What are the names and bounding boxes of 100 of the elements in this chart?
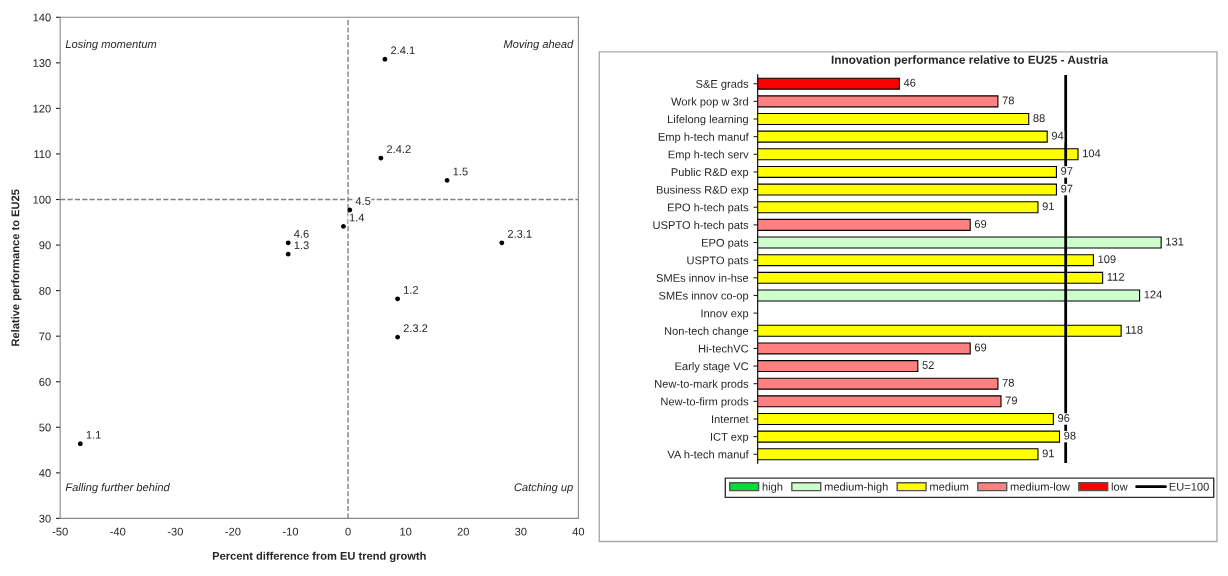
y-tick-label: EPO pats (702, 238, 749, 249)
annotation: 4.5 (355, 197, 371, 206)
y-tick-label: 60 (39, 378, 51, 386)
data-label: 109 (1098, 255, 1116, 264)
annotation: 2.3.2 (403, 324, 428, 333)
data-label: 124 (1144, 290, 1162, 299)
y-tick-label: Public R&D exp (671, 167, 749, 179)
point (395, 334, 400, 340)
point (347, 207, 353, 213)
y-tick-label: New-to-mark prods (655, 379, 749, 391)
legend-label: EU=100 (1169, 482, 1209, 491)
data-label: 78 (1002, 96, 1014, 105)
x-tick-label: 20 (457, 527, 469, 536)
annotation: 1.2 (403, 285, 419, 294)
y-tick-label: Emp h-tech manuf (658, 132, 749, 143)
data-label: 94 (1051, 131, 1064, 140)
point (341, 223, 346, 229)
data-label: 118 (1126, 325, 1143, 334)
x-axis-title: Percent difference from EU trend growth (212, 551, 426, 563)
y-tick-label: 30 (39, 514, 51, 523)
y-tick-label: VA h-tech manuf (667, 450, 749, 459)
data-label: 69 (974, 219, 987, 228)
data-label: 97 (1061, 167, 1073, 175)
point (285, 251, 291, 257)
bar (757, 218, 971, 231)
bar (757, 77, 900, 90)
data-label: 46 (903, 78, 916, 87)
annotation: 1.4 (349, 213, 365, 222)
y-tick-label: SMEs innov co-op (658, 291, 749, 302)
point (378, 155, 384, 161)
data-label: 79 (1005, 396, 1017, 405)
y-tick-label: Lifelong learning (668, 114, 748, 126)
y-tick-label: USPTO h-tech pats (653, 220, 749, 232)
y-tick-label: SMEs innov in-hse (656, 273, 749, 282)
y-tick-label: Innov exp (701, 309, 749, 320)
bar (757, 395, 1002, 408)
annotation: 2.4.2 (387, 145, 411, 153)
y-tick-label: S&E grads (696, 79, 749, 91)
y-tick-label: Emp h-tech serv (668, 150, 749, 161)
y-tick-label: Internet (712, 415, 749, 424)
y-tick-label: New-to-firm prods (661, 397, 749, 408)
y-tick-label: Work pop w 3rd (671, 97, 748, 108)
x-tick-label: -20 (225, 527, 241, 536)
data-label: 131 (1166, 237, 1184, 246)
y-tick-label: Non-tech change (664, 326, 749, 338)
bar (757, 201, 1039, 214)
data-label: 91 (1042, 449, 1054, 458)
bar (757, 377, 999, 390)
legend-label: low (1111, 482, 1128, 491)
y-axis-title: Relative performance to EU25 (11, 189, 22, 346)
bar (757, 342, 971, 355)
y-tick-label: Business R&D exp (656, 185, 749, 196)
data-label: 96 (1058, 414, 1070, 422)
annotation: Falling further behind (65, 482, 171, 494)
bar (757, 360, 919, 373)
data-label: 88 (1033, 114, 1045, 122)
legend-label: medium-low (1010, 482, 1070, 491)
point (444, 177, 450, 183)
x-tick-label: 40 (572, 527, 585, 536)
bar (757, 430, 1061, 443)
annotation: 1.3 (294, 241, 309, 250)
y-tick-label: 110 (34, 150, 51, 159)
point (285, 240, 291, 246)
y-tick-label: Hi-techVC (698, 344, 749, 353)
point (395, 296, 400, 302)
x-tick-label: -40 (110, 527, 126, 536)
x-tick-label: -50 (52, 527, 68, 536)
annotation: Losing momentum (65, 39, 157, 51)
data-label: 91 (1042, 202, 1054, 211)
data-label: 69 (974, 343, 987, 352)
y-tick-label: EPO h-tech pats (668, 203, 749, 214)
data-label: 112 (1107, 272, 1124, 281)
legend-label: high (762, 482, 783, 493)
x-tick-label: -10 (282, 527, 299, 536)
data-label: 97 (1061, 184, 1073, 193)
point (382, 56, 388, 62)
data-label: 104 (1083, 149, 1101, 158)
bar (757, 112, 1030, 126)
y-tick-label: 80 (39, 286, 51, 295)
annotation: 4.6 (294, 229, 309, 238)
y-tick-label: ICT exp (710, 432, 749, 443)
y-tick-label: 70 (39, 332, 51, 341)
legend-label: medium (930, 482, 969, 491)
annotation: Catching up (514, 482, 573, 494)
chart-title: Innovation performance relative to EU25 - Austria (831, 55, 1109, 67)
x-tick-label: 10 (400, 527, 412, 536)
annotation: Moving ahead (503, 39, 574, 51)
legend-label: medium-high (824, 482, 888, 493)
point (77, 441, 83, 447)
annotation: 1.5 (453, 167, 468, 176)
y-tick-label: 50 (39, 423, 51, 432)
bar (757, 130, 1048, 143)
bar (757, 95, 999, 108)
x-tick-label: -30 (167, 527, 183, 536)
y-tick-label: 90 (39, 241, 51, 250)
data-label: 52 (922, 361, 934, 370)
bar (757, 448, 1039, 461)
annotation: 2.3.1 (507, 229, 532, 238)
y-tick-label: 120 (33, 104, 51, 113)
annotation: 1.1 (86, 430, 101, 439)
